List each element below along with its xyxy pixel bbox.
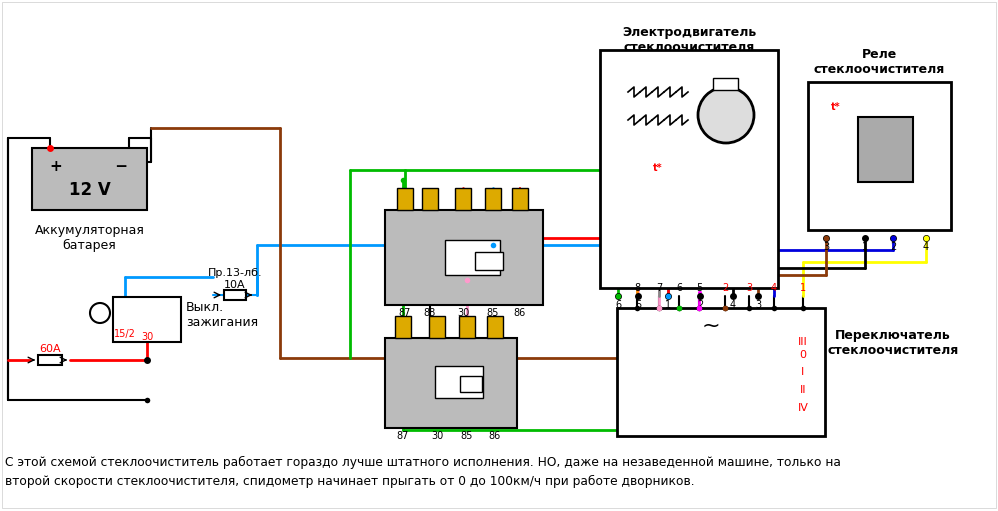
Text: 6: 6 — [615, 300, 621, 310]
Text: 85: 85 — [461, 431, 473, 441]
Text: 2: 2 — [890, 242, 896, 252]
Text: +          −: + − — [51, 158, 129, 174]
Text: 85: 85 — [487, 308, 499, 318]
Text: 30: 30 — [431, 431, 443, 441]
Bar — [485, 188, 501, 210]
Text: 30: 30 — [141, 332, 153, 342]
Bar — [475, 252, 503, 270]
Bar — [512, 188, 528, 210]
Text: 86: 86 — [489, 431, 501, 441]
Text: 8: 8 — [634, 283, 640, 293]
Text: 3: 3 — [823, 242, 829, 252]
Text: 60А: 60А — [39, 344, 61, 354]
Bar — [224, 290, 246, 300]
Text: IV: IV — [797, 403, 808, 413]
Text: 87: 87 — [399, 308, 411, 318]
Text: 5: 5 — [696, 283, 703, 293]
Bar — [397, 188, 413, 210]
Text: 1: 1 — [665, 300, 671, 310]
Bar — [445, 240, 500, 275]
Text: 0: 0 — [799, 350, 806, 360]
Bar — [455, 188, 471, 210]
Bar — [385, 338, 517, 428]
Bar — [460, 376, 482, 392]
Text: 1: 1 — [862, 242, 868, 252]
Bar — [113, 297, 181, 342]
Text: Аккумуляторная
батарея: Аккумуляторная батарея — [35, 224, 145, 252]
Text: Реле
стеклоочистителя: Реле стеклоочистителя — [814, 48, 945, 76]
Text: t*: t* — [831, 102, 840, 112]
Text: 15/2: 15/2 — [114, 329, 136, 339]
Text: 6: 6 — [676, 283, 682, 293]
Circle shape — [90, 303, 110, 323]
Text: 3: 3 — [754, 300, 761, 310]
Text: второй скорости стеклоочистителя, спидометр начинает прыгать от 0 до 100км/ч при: второй скорости стеклоочистителя, спидом… — [5, 474, 695, 487]
Text: 3: 3 — [746, 283, 752, 293]
Text: 30: 30 — [457, 308, 469, 318]
Text: 12 V: 12 V — [69, 181, 111, 199]
Text: t*: t* — [653, 163, 663, 173]
Text: 88: 88 — [424, 308, 436, 318]
Bar — [395, 316, 411, 338]
Text: 1: 1 — [800, 283, 806, 293]
Text: 4: 4 — [770, 283, 777, 293]
Text: Переключатель
стеклоочистителя: Переключатель стеклоочистителя — [827, 329, 959, 357]
Text: Пр.13-лб.
10А: Пр.13-лб. 10А — [208, 268, 262, 290]
Bar — [617, 308, 825, 436]
Text: Электродвигатель
стеклоочистителя: Электродвигатель стеклоочистителя — [622, 26, 756, 54]
Text: III: III — [798, 337, 807, 347]
Bar — [38, 355, 62, 365]
Bar — [32, 148, 147, 210]
Text: ~: ~ — [702, 316, 721, 336]
Bar — [435, 366, 483, 398]
Text: С этой схемой стеклоочиститель работает гораздо лучше штатного исполнения. НО, д: С этой схемой стеклоочиститель работает … — [5, 455, 841, 469]
Text: II: II — [799, 385, 806, 395]
Bar — [422, 188, 438, 210]
Text: 7: 7 — [656, 283, 662, 293]
Text: 5: 5 — [635, 300, 641, 310]
Text: 2: 2 — [697, 300, 704, 310]
Bar — [713, 78, 738, 90]
Bar — [429, 316, 445, 338]
Text: 86: 86 — [514, 308, 526, 318]
Circle shape — [698, 87, 754, 143]
Text: 4: 4 — [923, 242, 929, 252]
Text: 87: 87 — [397, 431, 409, 441]
Bar — [459, 316, 475, 338]
Bar — [858, 117, 913, 182]
Bar — [487, 316, 503, 338]
Text: 4: 4 — [730, 300, 737, 310]
Text: I: I — [801, 367, 804, 377]
Text: Выкл.
зажигания: Выкл. зажигания — [186, 301, 258, 329]
Text: 2: 2 — [722, 283, 729, 293]
Bar — [385, 210, 543, 305]
Bar — [600, 50, 778, 288]
Bar — [808, 82, 951, 230]
